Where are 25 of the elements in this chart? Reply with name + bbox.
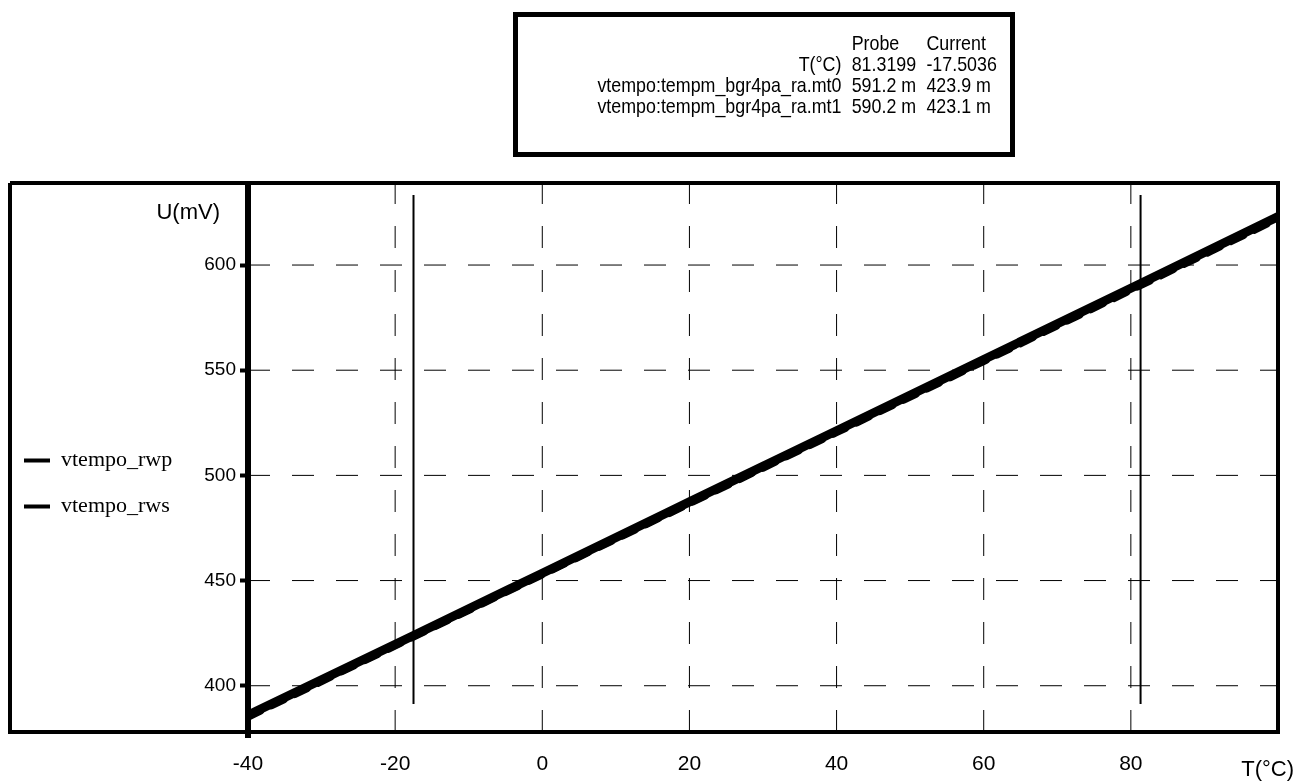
x-tick-label: -20 (379, 751, 411, 775)
legend-label: vtempo_rws (61, 492, 170, 518)
y-tick-label: 550 (204, 358, 236, 380)
x-axis-title: T(°C) (1241, 756, 1294, 782)
y-tick-label: 600 (204, 253, 236, 275)
x-tick-label: 0 (536, 751, 549, 775)
text: 423.9 m (925, 73, 992, 96)
text: Probe (850, 31, 901, 54)
text: 423.1 m (925, 94, 992, 117)
y-tick-label: 400 (204, 673, 236, 695)
legend-label: vtempo_rwp (61, 446, 173, 472)
x-tick-label: 20 (677, 751, 702, 775)
text: Current (925, 31, 987, 54)
x-tick-label: -40 (232, 751, 264, 775)
x-tick-label: 80 (1119, 751, 1143, 775)
x-tick-label: 60 (972, 751, 996, 775)
text: T(°C) (797, 52, 843, 75)
y-tick-label: 450 (204, 568, 236, 590)
x-tick-label: 40 (824, 751, 849, 775)
text: 590.2 m (850, 94, 918, 117)
text: -17.5036 (925, 52, 998, 75)
y-axis-title: U(mV) (156, 199, 220, 225)
text: 591.2 m (850, 73, 918, 96)
text: 81.3199 (850, 52, 918, 75)
y-tick-label: 500 (204, 463, 236, 485)
